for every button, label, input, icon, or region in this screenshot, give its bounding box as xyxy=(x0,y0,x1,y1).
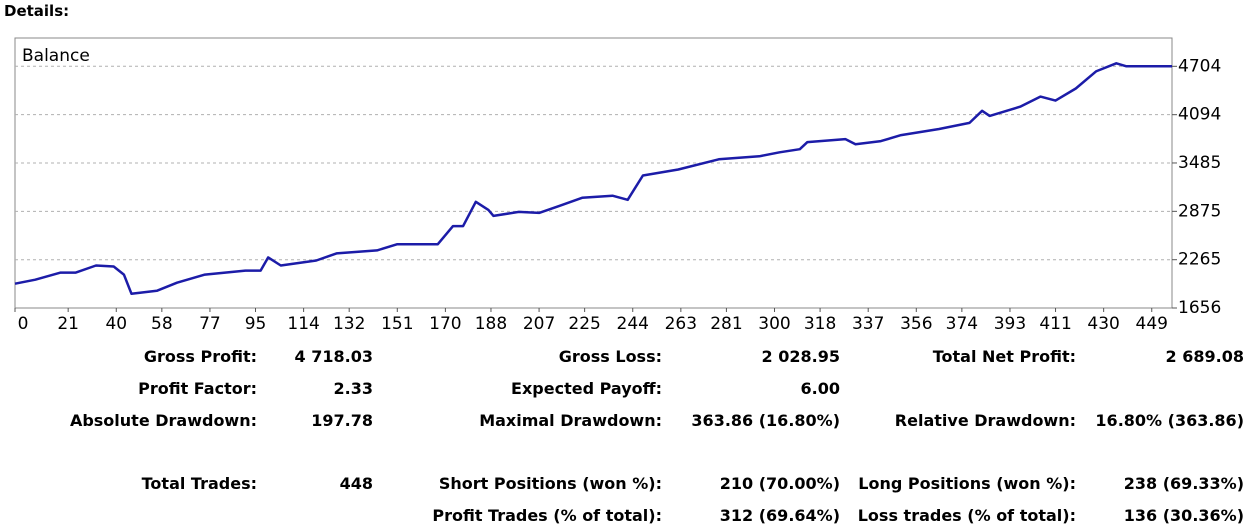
y-tick-label: 2265 xyxy=(1178,250,1221,270)
stat-label: Total Net Profit: xyxy=(932,347,1076,366)
stat-label: Relative Drawdown: xyxy=(894,411,1076,430)
x-tick-label: 374 xyxy=(946,314,978,334)
x-tick-label: 281 xyxy=(710,314,742,334)
stat-label: Gross Loss: xyxy=(558,347,662,366)
y-tick-label: 1656 xyxy=(1178,298,1221,318)
x-tick-label: 318 xyxy=(804,314,836,334)
stat-label: Profit Factor: xyxy=(138,379,257,398)
stat-label: Profit Trades (% of total): xyxy=(432,506,662,525)
stat-label: Absolute Drawdown: xyxy=(69,411,257,430)
x-tick-label: 337 xyxy=(852,314,884,334)
stat-value: 363.86 (16.80%) xyxy=(691,411,840,430)
plot-area xyxy=(14,37,1173,309)
y-tick-label: 4704 xyxy=(1178,56,1221,76)
balance-chart: Balance 1656 2265 2875 3485 4094 4704 0 21 40 58 7… xyxy=(14,37,1221,334)
stat-label: Loss trades (% of total): xyxy=(857,506,1076,525)
stat-value: 197.78 xyxy=(311,411,373,430)
stat-value: 238 (69.33%) xyxy=(1123,474,1244,493)
x-tick-label: 411 xyxy=(1039,314,1071,334)
x-tick-label: 77 xyxy=(199,314,221,334)
stat-value: 448 xyxy=(339,474,373,493)
x-tick-label: 40 xyxy=(105,314,127,334)
stat-label: Long Positions (won %): xyxy=(858,474,1076,493)
x-tick-label: 225 xyxy=(568,314,600,334)
y-tick-label: 2875 xyxy=(1178,201,1221,221)
stat-label: Gross Profit: xyxy=(143,347,257,366)
y-tick-label: 3485 xyxy=(1178,153,1221,173)
stat-value: 210 (70.00%) xyxy=(719,474,840,493)
balance-line xyxy=(14,62,1172,296)
stat-label: Total Trades: xyxy=(141,474,257,493)
x-tick-label: 300 xyxy=(758,314,790,334)
x-tick-label: 449 xyxy=(1136,314,1168,334)
x-tick-label: 0 xyxy=(18,314,29,334)
x-tick-label: 21 xyxy=(57,314,79,334)
x-tick-label: 58 xyxy=(151,314,173,334)
stat-value: 136 (30.36%) xyxy=(1123,506,1244,525)
stat-value: 2 689.08 xyxy=(1165,347,1244,366)
x-tick-label: 151 xyxy=(381,314,413,334)
stat-value: 4 718.03 xyxy=(294,347,373,366)
stat-value: 312 (69.64%) xyxy=(719,506,840,525)
stat-value: 16.80% (363.86) xyxy=(1095,411,1244,430)
stat-label: Maximal Drawdown: xyxy=(479,411,662,430)
x-tick-label: 430 xyxy=(1087,314,1119,334)
stat-label: Short Positions (won %): xyxy=(438,474,662,493)
x-tick-label: 114 xyxy=(287,314,319,334)
stat-label: Expected Payoff: xyxy=(511,379,662,398)
section-title: Details: xyxy=(4,2,70,20)
x-tick-label: 356 xyxy=(900,314,932,334)
x-tick-label: 263 xyxy=(665,314,697,334)
x-tick-label: 170 xyxy=(429,314,461,334)
stat-value: 2 028.95 xyxy=(761,347,840,366)
stat-value: 2.33 xyxy=(333,379,373,398)
x-tick-label: 132 xyxy=(333,314,365,334)
x-tick-label: 207 xyxy=(523,314,555,334)
stat-value: 6.00 xyxy=(800,379,840,398)
x-tick-label: 393 xyxy=(994,314,1026,334)
x-tick-label: 188 xyxy=(475,314,507,334)
y-tick-label: 4094 xyxy=(1178,105,1221,125)
x-tick-label: 95 xyxy=(245,314,267,334)
x-tick-label: 244 xyxy=(617,314,649,334)
chart-title: Balance xyxy=(22,46,90,66)
